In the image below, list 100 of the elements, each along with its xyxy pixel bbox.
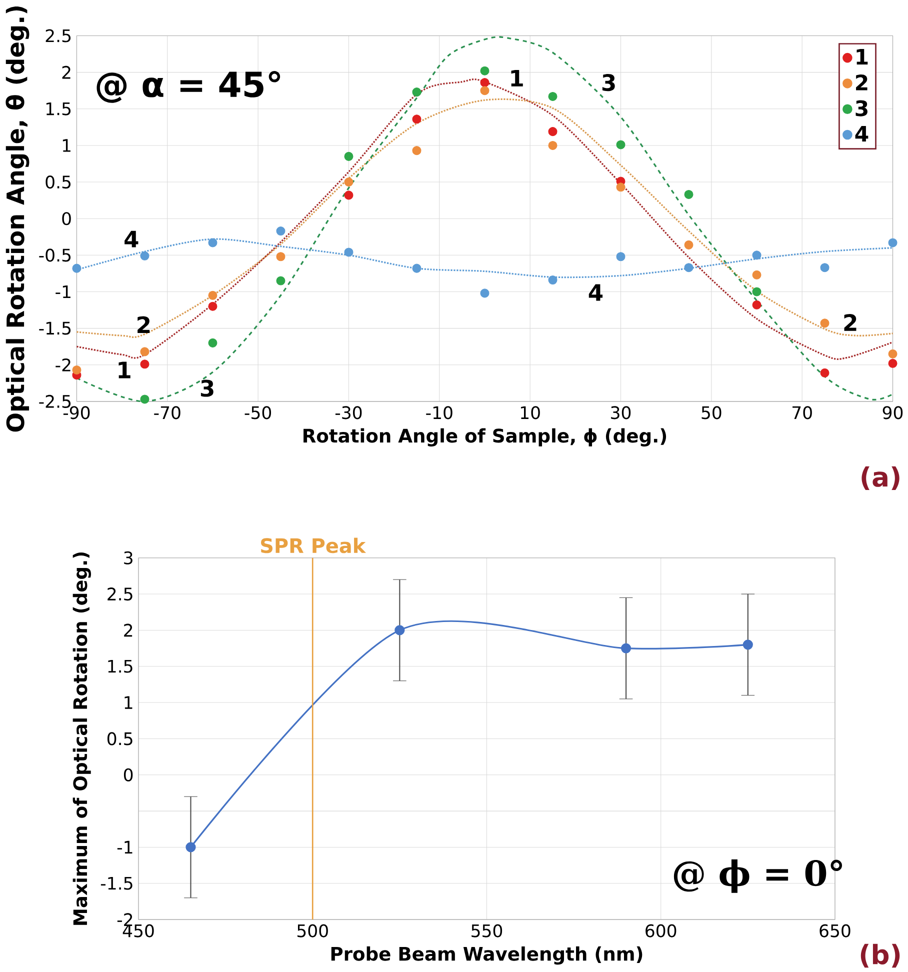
y-axis-title: Maximum of Optical Rotation (deg.) bbox=[72, 552, 91, 925]
x-tick-label: 500 bbox=[297, 924, 328, 938]
point bbox=[412, 114, 422, 124]
x-tick-label: 30 bbox=[610, 406, 630, 420]
point bbox=[888, 238, 898, 248]
point bbox=[742, 640, 753, 650]
x-axis-title: Probe Beam Wavelength (nm) bbox=[331, 946, 642, 965]
y-tick-label: 2 bbox=[62, 66, 70, 79]
annotation: 1 bbox=[511, 70, 523, 86]
x-tick-label: -90 bbox=[63, 406, 90, 420]
annotation: @ α = 45° bbox=[96, 71, 280, 103]
point bbox=[276, 226, 286, 236]
point bbox=[548, 127, 558, 136]
y-tick-label: -2 bbox=[56, 358, 70, 372]
point bbox=[616, 252, 626, 262]
point bbox=[72, 264, 82, 273]
point bbox=[208, 302, 218, 311]
y-tick-label: 0.5 bbox=[107, 732, 132, 746]
point bbox=[140, 360, 150, 369]
y-tick-label: 1.5 bbox=[46, 102, 70, 116]
y-tick-label: 1 bbox=[62, 139, 70, 152]
point bbox=[394, 625, 405, 636]
legend-label: 4 bbox=[855, 126, 868, 142]
point bbox=[412, 88, 422, 97]
y-tick-label: -0.5 bbox=[39, 248, 70, 262]
legend-label: 1 bbox=[856, 49, 868, 65]
point bbox=[344, 248, 354, 257]
y-tick-label: -1.5 bbox=[100, 876, 132, 890]
point bbox=[684, 263, 694, 272]
point bbox=[276, 252, 286, 262]
point bbox=[208, 290, 218, 300]
point bbox=[752, 250, 762, 260]
x-tick-label: 450 bbox=[122, 924, 154, 938]
point bbox=[820, 368, 830, 378]
point bbox=[684, 240, 694, 250]
y-tick-label: 0.5 bbox=[46, 176, 70, 189]
x-tick-label: 10 bbox=[520, 406, 540, 420]
point bbox=[548, 92, 558, 101]
point bbox=[548, 140, 558, 150]
y-axis-title: Optical Rotation Angle, θ (deg.) bbox=[6, 6, 30, 432]
point bbox=[208, 338, 218, 348]
point bbox=[344, 152, 354, 161]
x-tick-label: -50 bbox=[244, 406, 271, 420]
point bbox=[140, 394, 150, 404]
point bbox=[208, 238, 218, 248]
point bbox=[752, 270, 762, 280]
point bbox=[412, 264, 422, 273]
x-tick-label: 600 bbox=[646, 924, 676, 938]
y-tick-label: 0 bbox=[124, 768, 133, 782]
x-tick-label: 70 bbox=[792, 406, 812, 420]
x-tick-label: 650 bbox=[820, 924, 850, 938]
y-tick-label: -2.5 bbox=[39, 394, 70, 408]
point bbox=[412, 146, 422, 156]
point bbox=[140, 347, 150, 356]
y-tick-label: -1 bbox=[56, 285, 70, 298]
annotation: 2 bbox=[844, 314, 856, 331]
point bbox=[616, 140, 626, 150]
point bbox=[186, 842, 196, 852]
annotation: 2 bbox=[137, 316, 150, 334]
annotation: @ ϕ = 0° bbox=[674, 859, 842, 893]
y-tick-label: -1.5 bbox=[39, 322, 70, 335]
point bbox=[888, 349, 898, 358]
point bbox=[684, 190, 694, 199]
point bbox=[344, 190, 354, 200]
point bbox=[888, 358, 898, 368]
y-tick-label: 3 bbox=[124, 551, 132, 564]
point bbox=[344, 178, 354, 187]
point bbox=[480, 66, 490, 76]
x-tick-label: 90 bbox=[882, 406, 903, 420]
annotation: 3 bbox=[200, 380, 214, 397]
ref-line-label: SPR Peak bbox=[260, 538, 366, 554]
point bbox=[616, 182, 626, 192]
point bbox=[752, 287, 762, 296]
y-tick-label: 0 bbox=[62, 212, 71, 226]
annotation: 3 bbox=[602, 74, 615, 92]
y-tick-label: 1.5 bbox=[108, 660, 132, 673]
point bbox=[480, 86, 490, 96]
y-tick-label: 2.5 bbox=[46, 29, 70, 42]
point bbox=[480, 288, 490, 298]
y-tick-label: -1 bbox=[117, 840, 132, 854]
point bbox=[276, 276, 286, 286]
legend-label: 3 bbox=[856, 100, 868, 116]
x-tick-label: 550 bbox=[472, 924, 502, 938]
y-tick-label: 2 bbox=[124, 624, 132, 637]
x-tick-label: -30 bbox=[335, 406, 362, 420]
text: (a) bbox=[862, 466, 900, 490]
point bbox=[752, 300, 762, 310]
point bbox=[548, 276, 558, 285]
legend-label: 2 bbox=[856, 74, 868, 90]
point bbox=[820, 318, 830, 328]
y-tick-label: 1 bbox=[124, 696, 132, 709]
point bbox=[620, 643, 632, 654]
x-tick-label: -10 bbox=[426, 406, 452, 420]
x-tick-label: 50 bbox=[702, 406, 722, 420]
point bbox=[820, 263, 830, 272]
annotation: 4 bbox=[124, 230, 138, 248]
text: (b) bbox=[860, 944, 900, 968]
y-tick-label: 2.5 bbox=[108, 588, 132, 601]
x-axis-title: Rotation Angle of Sample, ϕ (deg.) bbox=[303, 428, 666, 446]
point bbox=[72, 365, 82, 374]
